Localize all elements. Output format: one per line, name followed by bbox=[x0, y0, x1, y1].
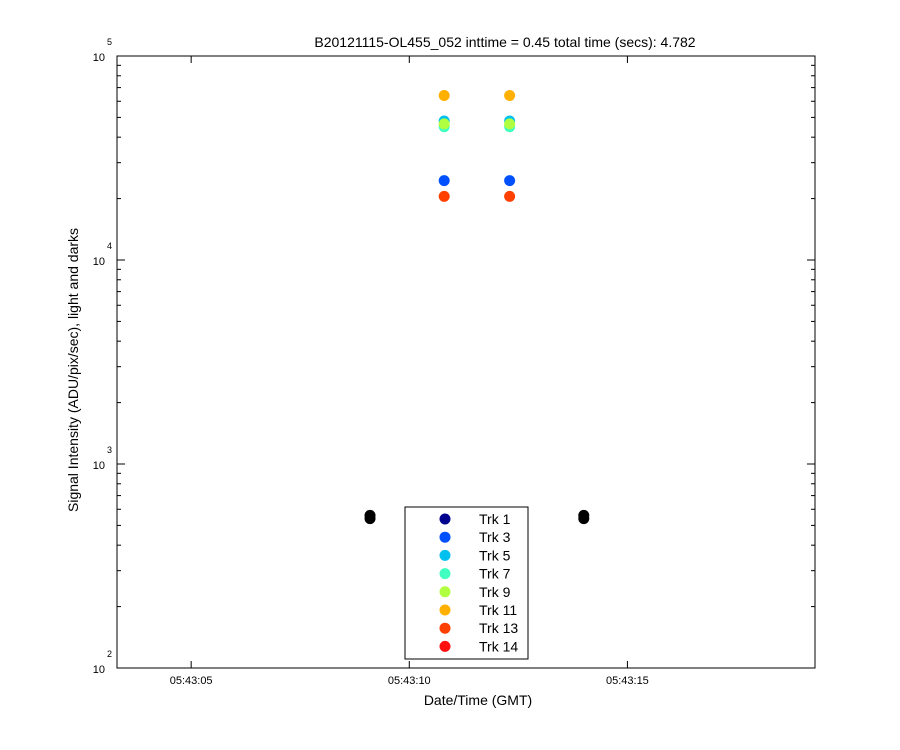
x-tick-label: 05:43:10 bbox=[388, 675, 431, 687]
legend-label: Trk 7 bbox=[479, 566, 511, 582]
y-tick-label-base: 10 bbox=[93, 664, 105, 676]
legend-marker bbox=[439, 604, 451, 616]
legend-label: Trk 11 bbox=[479, 602, 517, 618]
legend-label: Trk 5 bbox=[479, 547, 511, 563]
y-axis-label: Signal Intensity (ADU/pix/sec), light an… bbox=[65, 228, 81, 512]
y-tick-label-base: 10 bbox=[93, 256, 105, 268]
legend-label: Trk 3 bbox=[479, 529, 511, 545]
dark-point bbox=[578, 509, 590, 521]
y-tick-label-exponent: 2 bbox=[107, 649, 112, 659]
data-point bbox=[504, 90, 516, 102]
y-minor-ticks bbox=[117, 64, 815, 608]
data-point bbox=[504, 175, 516, 187]
legend-marker bbox=[439, 531, 451, 543]
data-point bbox=[438, 90, 450, 102]
x-ticks: 05:43:05 05:43:10 05:43:15 bbox=[170, 56, 649, 687]
data-point bbox=[504, 118, 516, 130]
legend-marker bbox=[439, 513, 451, 525]
x-tick-label: 05:43:05 bbox=[170, 675, 213, 687]
data-points bbox=[364, 90, 590, 525]
data-point bbox=[438, 118, 450, 130]
x-axis-label: Date/Time (GMT) bbox=[424, 692, 532, 708]
legend-label: Trk 1 bbox=[479, 511, 511, 527]
legend-marker bbox=[439, 586, 451, 598]
data-point bbox=[438, 190, 450, 202]
y-tick-label-base: 10 bbox=[93, 52, 105, 64]
y-tick-label-exponent: 5 bbox=[107, 37, 112, 47]
legend-marker bbox=[439, 549, 451, 561]
chart-title: B20121115-OL455_052 inttime = 0.45 total… bbox=[314, 34, 695, 50]
legend-label: Trk 9 bbox=[479, 584, 511, 600]
y-tick-label-exponent: 4 bbox=[107, 241, 112, 251]
legend-marker bbox=[439, 568, 451, 580]
dark-point bbox=[364, 509, 376, 521]
legend-box bbox=[404, 506, 529, 660]
legend-label: Trk 14 bbox=[479, 638, 518, 654]
data-point bbox=[438, 175, 450, 187]
legend: Trk 1 Trk 3 Trk 5 Trk 7 Trk 9 Trk 11 Trk 13 Trk… bbox=[404, 506, 529, 660]
y-tick-label-base: 10 bbox=[93, 460, 105, 472]
data-point bbox=[504, 190, 516, 202]
legend-label: Trk 13 bbox=[479, 620, 518, 636]
legend-marker bbox=[439, 622, 451, 634]
x-tick-label: 05:43:15 bbox=[606, 675, 649, 687]
legend-marker bbox=[439, 640, 451, 652]
y-tick-label-exponent: 3 bbox=[107, 445, 112, 455]
